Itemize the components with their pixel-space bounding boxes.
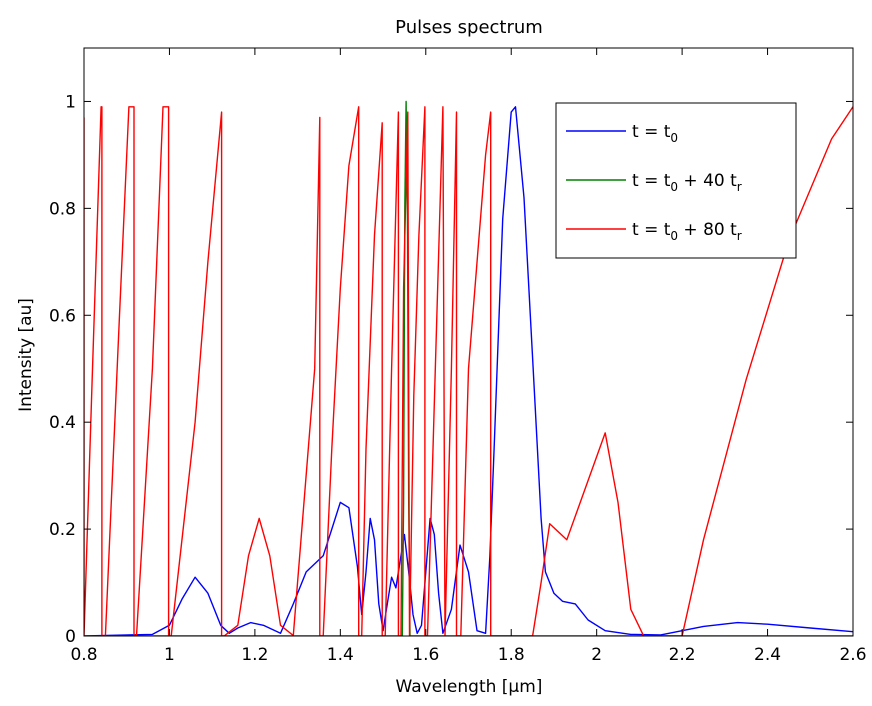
y-tick-label: 0.4: [49, 413, 76, 433]
legend-text: + 40 t: [678, 171, 737, 191]
x-tick-label: 1.8: [498, 645, 525, 665]
x-tick-label: 0.8: [70, 645, 97, 665]
legend-label-0: t = t0: [632, 122, 678, 145]
legend-text: t = t: [632, 171, 671, 191]
legend-text: + 80 t: [678, 220, 737, 240]
y-axis-label: Intensity [au]: [16, 298, 36, 412]
x-tick-label: 1.2: [241, 645, 268, 665]
series-group: [84, 100, 853, 636]
legend-subscript: r: [737, 229, 742, 243]
legend-subscript: 0: [670, 180, 678, 194]
axes-box: [83, 47, 854, 637]
series-line-2: [84, 106, 853, 636]
series-line-0: [84, 106, 853, 636]
legend-label-2: t = t0 + 80 tr: [632, 220, 742, 243]
x-axis-label: Wavelength [µm]: [396, 677, 543, 697]
legend-text: t = t: [632, 220, 671, 240]
legend: t = t0t = t0 + 40 trt = t0 + 80 tr: [555, 102, 797, 259]
y-tick-label: 1: [65, 92, 76, 112]
x-tick-label: 1: [164, 645, 175, 665]
legend-text: t = t: [632, 122, 671, 142]
x-tick-label: 1.4: [327, 645, 354, 665]
legend-subscript: r: [737, 180, 742, 194]
y-tick-label: 0.8: [49, 199, 76, 219]
y-tick-label: 0.2: [49, 520, 76, 540]
plot-area: 0.8 1 1.2 1.4 1.6 1.8 2 2.2 2.4 2.6 0 0.2 0.4 0.6 0.8 1…: [49, 47, 867, 665]
legend-label-1: t = t0 + 40 tr: [632, 171, 742, 194]
x-tick-label: 2.6: [839, 645, 866, 665]
x-tick-label: 2.4: [754, 645, 781, 665]
y-tick-label: 0.6: [49, 306, 76, 326]
legend-subscript: 0: [670, 229, 678, 243]
x-tick-label: 1.6: [412, 645, 439, 665]
x-tick-label: 2: [591, 645, 602, 665]
x-tick-label: 2.2: [669, 645, 696, 665]
legend-subscript: 0: [670, 131, 678, 145]
chart-title: Pulses spectrum: [395, 17, 543, 38]
y-tick-label: 0: [65, 627, 76, 647]
series-line-1: [84, 100, 853, 636]
